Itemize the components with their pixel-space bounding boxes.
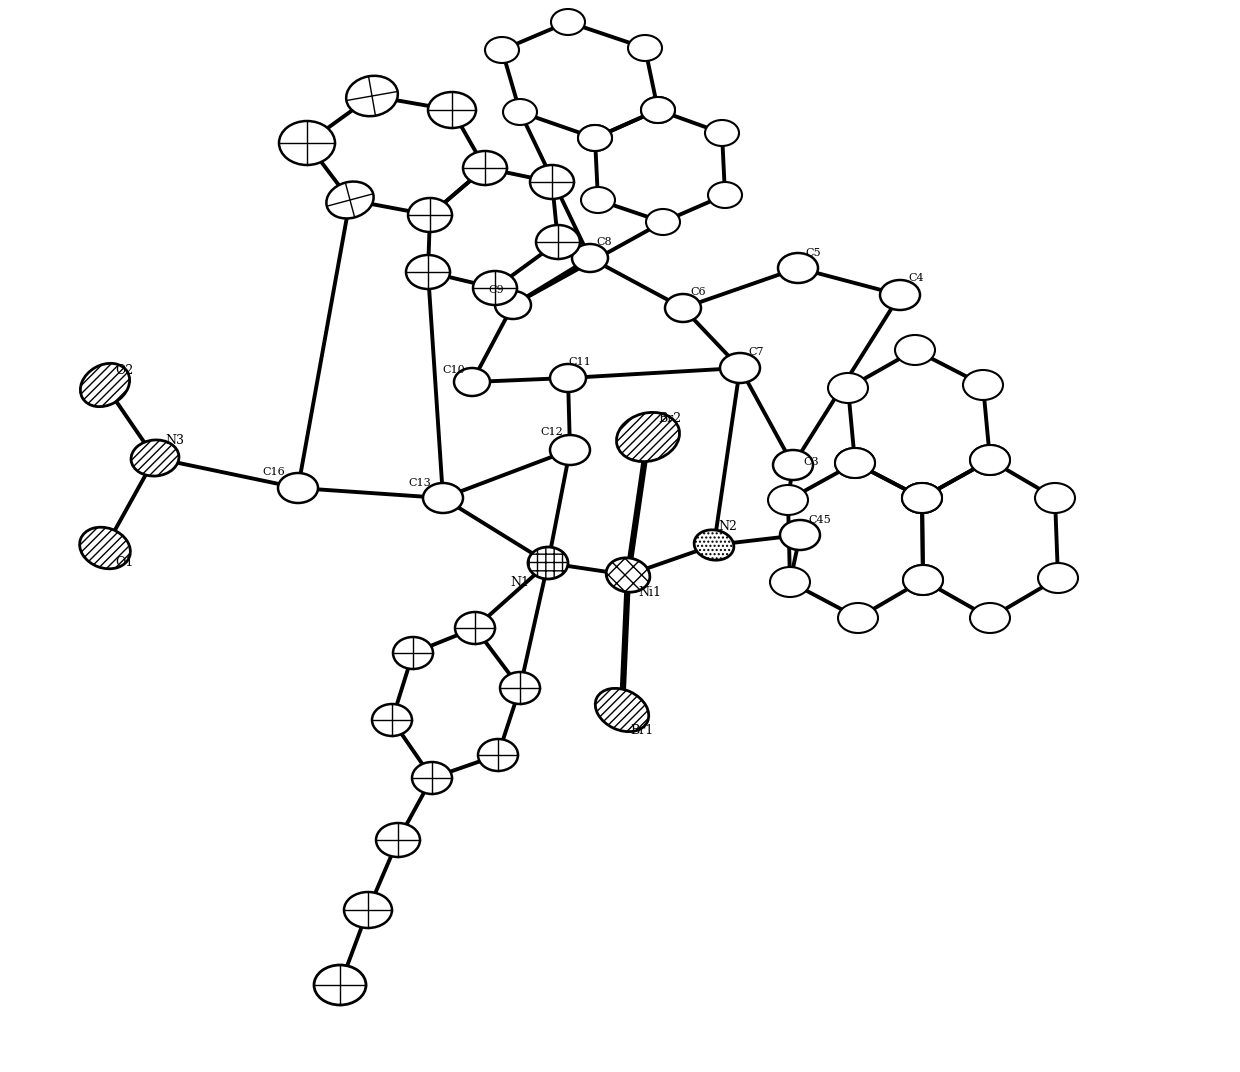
Text: C45: C45 <box>808 515 831 525</box>
Ellipse shape <box>412 762 453 794</box>
Ellipse shape <box>477 739 518 771</box>
Text: C9: C9 <box>489 285 503 295</box>
Text: C13: C13 <box>408 478 430 488</box>
Text: C12: C12 <box>539 427 563 437</box>
Ellipse shape <box>408 198 453 232</box>
Ellipse shape <box>694 530 734 561</box>
Ellipse shape <box>641 96 675 123</box>
Ellipse shape <box>970 445 1011 475</box>
Ellipse shape <box>901 483 942 513</box>
Ellipse shape <box>503 99 537 125</box>
Ellipse shape <box>326 181 373 219</box>
Ellipse shape <box>81 363 130 406</box>
Ellipse shape <box>835 448 875 478</box>
Ellipse shape <box>485 38 520 63</box>
Text: C6: C6 <box>689 287 706 297</box>
Ellipse shape <box>835 448 875 478</box>
Ellipse shape <box>343 892 392 928</box>
Ellipse shape <box>346 76 398 116</box>
Ellipse shape <box>578 125 613 151</box>
Ellipse shape <box>472 271 517 306</box>
Ellipse shape <box>665 294 701 322</box>
Ellipse shape <box>641 96 675 123</box>
Text: N3: N3 <box>165 433 184 447</box>
Ellipse shape <box>428 92 476 128</box>
Ellipse shape <box>901 483 942 513</box>
Ellipse shape <box>376 823 420 857</box>
Ellipse shape <box>773 450 813 480</box>
Ellipse shape <box>646 209 680 235</box>
Ellipse shape <box>551 9 585 35</box>
Ellipse shape <box>1038 563 1078 593</box>
Ellipse shape <box>278 473 317 503</box>
Text: Br1: Br1 <box>630 724 653 736</box>
Ellipse shape <box>454 368 490 396</box>
Ellipse shape <box>903 565 942 595</box>
Ellipse shape <box>903 565 942 595</box>
Ellipse shape <box>770 567 810 597</box>
Ellipse shape <box>970 602 1011 632</box>
Text: C8: C8 <box>596 237 611 247</box>
Ellipse shape <box>720 353 760 383</box>
Ellipse shape <box>606 557 650 592</box>
Ellipse shape <box>970 445 1011 475</box>
Ellipse shape <box>582 187 615 213</box>
Ellipse shape <box>901 483 942 513</box>
Ellipse shape <box>963 370 1003 400</box>
Ellipse shape <box>405 255 450 289</box>
Ellipse shape <box>551 435 590 465</box>
Ellipse shape <box>828 373 868 403</box>
Ellipse shape <box>393 637 433 669</box>
Ellipse shape <box>578 125 613 151</box>
Text: N2: N2 <box>718 521 737 534</box>
Ellipse shape <box>768 485 808 515</box>
Ellipse shape <box>455 612 495 644</box>
Ellipse shape <box>79 527 130 569</box>
Ellipse shape <box>528 547 568 579</box>
Ellipse shape <box>500 672 539 704</box>
Text: C5: C5 <box>805 248 821 258</box>
Text: Br2: Br2 <box>658 412 681 425</box>
Ellipse shape <box>708 182 742 208</box>
Text: C10: C10 <box>441 364 465 375</box>
Ellipse shape <box>314 965 366 1006</box>
Ellipse shape <box>777 253 818 283</box>
Ellipse shape <box>880 280 920 310</box>
Text: C11: C11 <box>568 357 590 367</box>
Ellipse shape <box>463 151 507 185</box>
Text: C3: C3 <box>804 457 818 467</box>
Text: O2: O2 <box>115 363 133 376</box>
Ellipse shape <box>838 602 878 632</box>
Ellipse shape <box>627 35 662 61</box>
Text: C4: C4 <box>908 273 924 283</box>
Text: N1: N1 <box>510 576 529 589</box>
Ellipse shape <box>895 334 935 364</box>
Ellipse shape <box>279 121 335 165</box>
Ellipse shape <box>131 440 179 476</box>
Ellipse shape <box>706 120 739 146</box>
Text: C7: C7 <box>748 347 764 357</box>
Ellipse shape <box>423 483 463 513</box>
Ellipse shape <box>572 244 608 272</box>
Ellipse shape <box>372 704 412 736</box>
Ellipse shape <box>595 688 649 732</box>
Ellipse shape <box>551 364 587 392</box>
Ellipse shape <box>616 413 680 462</box>
Ellipse shape <box>1035 483 1075 513</box>
Text: Ni1: Ni1 <box>639 586 661 599</box>
Ellipse shape <box>780 520 820 550</box>
Ellipse shape <box>536 225 580 259</box>
Ellipse shape <box>495 291 531 319</box>
Text: C16: C16 <box>262 467 285 477</box>
Ellipse shape <box>529 165 574 199</box>
Text: O1: O1 <box>115 555 134 568</box>
